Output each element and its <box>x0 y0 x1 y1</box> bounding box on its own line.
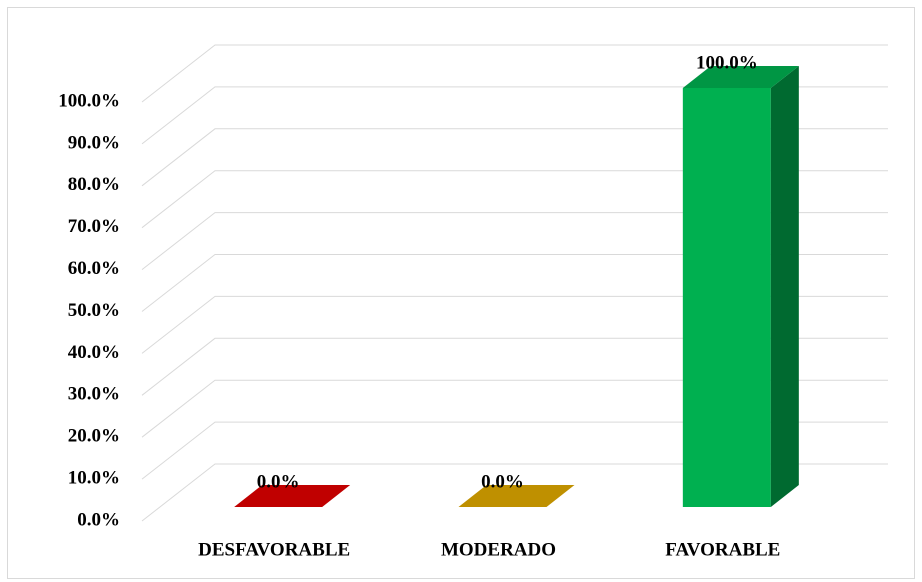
bar-top <box>234 485 351 507</box>
grid-line <box>141 170 888 229</box>
grid-line <box>141 128 888 187</box>
grid-line <box>141 212 888 270</box>
y-tick-label: 40.0% <box>68 342 120 363</box>
grid-line <box>141 86 888 145</box>
grid-line <box>141 337 888 396</box>
y-tick-label: 100.0% <box>58 90 120 111</box>
y-tick-label: 10.0% <box>68 467 120 488</box>
y-tick-label: 30.0% <box>68 384 120 405</box>
x-tick-label: MODERADO <box>441 539 556 560</box>
y-tick-label: 60.0% <box>68 258 120 279</box>
grid-line <box>141 421 888 480</box>
bar-front <box>682 88 771 507</box>
value-label: 0.0% <box>257 471 300 492</box>
bar-top <box>458 485 575 507</box>
value-label: 0.0% <box>481 471 524 492</box>
y-tick-label: 20.0% <box>68 426 120 447</box>
grid-line <box>141 254 888 312</box>
x-tick-label: DESFAVORABLE <box>198 539 350 560</box>
y-tick-label: 80.0% <box>68 174 120 195</box>
bar-side <box>770 66 799 507</box>
y-tick-label: 0.0% <box>77 509 120 530</box>
y-tick-label: 50.0% <box>68 300 120 321</box>
bar-top <box>682 66 799 88</box>
grid-line <box>141 463 888 522</box>
value-label: 100.0% <box>696 52 758 73</box>
x-tick-label: FAVORABLE <box>665 539 780 560</box>
y-tick-label: 90.0% <box>68 132 120 153</box>
grid-line <box>141 295 888 354</box>
y-tick-label: 70.0% <box>68 216 120 237</box>
grid-line <box>141 379 888 438</box>
grid-line <box>141 44 888 103</box>
